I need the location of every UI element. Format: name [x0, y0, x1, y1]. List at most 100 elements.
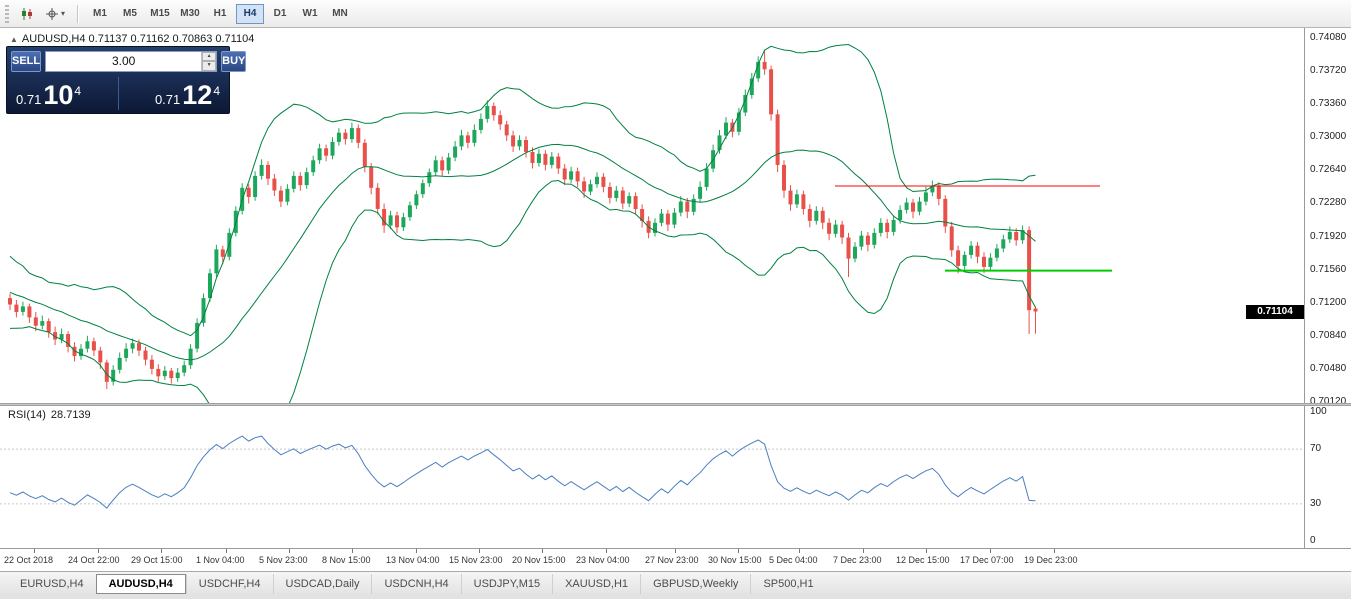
time-axis-tick: [863, 549, 864, 553]
time-axis-label: 27 Nov 23:00: [645, 555, 699, 565]
price-chart-canvas[interactable]: [0, 28, 1304, 403]
buy-price-fraction: 4: [213, 84, 220, 98]
rsi-chart-canvas[interactable]: [0, 406, 1304, 548]
rsi-name: RSI(14): [8, 409, 46, 421]
chart-tab-audusd-h4[interactable]: AUDUSD,H4: [95, 574, 186, 594]
chart-title-text: AUDUSD,H4 0.71137 0.71162 0.70863 0.7110…: [21, 33, 255, 45]
time-axis-tick: [738, 549, 739, 553]
sell-price-fraction: 4: [74, 84, 82, 98]
toolbar-separator: [77, 4, 78, 23]
time-axis-label: 23 Nov 04:00: [576, 555, 630, 565]
price-axis-label: 0.73360: [1310, 98, 1347, 109]
time-axis-label: 22 Oct 2018: [4, 555, 54, 565]
timeframe-button-w1[interactable]: W1: [296, 4, 324, 24]
time-axis-tick: [352, 549, 353, 553]
time-axis-tick: [1054, 549, 1055, 553]
chart-tab-gbpusd-weekly[interactable]: GBPUSD,Weekly: [640, 574, 750, 594]
chart-tab-usdcad-daily[interactable]: USDCAD,Daily: [272, 574, 372, 594]
timeframe-button-m15[interactable]: M15: [146, 4, 174, 24]
time-axis-tick: [98, 549, 99, 553]
rsi-axis-label: 0: [1310, 535, 1316, 546]
buy-price[interactable]: 0.71 12 4: [155, 75, 220, 112]
time-axis-tick: [479, 549, 480, 553]
time-axis-tick: [289, 549, 290, 553]
timeframe-button-m30[interactable]: M30: [176, 4, 204, 24]
time-axis-tick: [226, 549, 227, 553]
sell-price[interactable]: 0.71 10 4: [16, 75, 81, 112]
price-axis-label: 0.70120: [1310, 396, 1347, 403]
time-axis-label: 5 Dec 04:00: [769, 555, 818, 565]
time-axis-tick: [416, 549, 417, 553]
price-axis[interactable]: 0.74080 0.73720 0.73360 0.73000 0.72640 0.722…: [1304, 28, 1351, 403]
time-axis-label: 12 Dec 15:00: [896, 555, 950, 565]
time-axis-label: 15 Nov 23:00: [449, 555, 503, 565]
status-strip: [0, 596, 1351, 599]
timeframe-button-group: M1 M5 M15 M30 H1 H4 D1 W1 MN: [85, 3, 355, 24]
time-axis-label: 13 Nov 04:00: [386, 555, 440, 565]
time-axis-label: 7 Dec 23:00: [833, 555, 882, 565]
time-axis-tick: [34, 549, 35, 553]
pane-divider[interactable]: [0, 403, 1351, 406]
timeframe-button-m5[interactable]: M5: [116, 4, 144, 24]
chart-title: ▲ AUDUSD,H4 0.71137 0.71162 0.70863 0.711…: [10, 33, 254, 45]
time-axis-tick: [606, 549, 607, 553]
rsi-axis-label: 70: [1310, 443, 1322, 454]
price-axis-label: 0.70480: [1310, 363, 1347, 374]
timeframe-button-mn[interactable]: MN: [326, 4, 354, 24]
time-axis-tick: [161, 549, 162, 553]
rsi-indicator-label: RSI(14) 28.7139: [8, 409, 91, 421]
sell-price-pips: 10: [43, 80, 74, 110]
chart-tabs-bar: EURUSD,H4 AUDUSD,H4 USDCHF,H4 USDCAD,Daily U…: [0, 571, 1351, 596]
rsi-value: 28.7139: [50, 409, 91, 421]
time-axis-tick: [799, 549, 800, 553]
chart-tab-usdchf-h4[interactable]: USDCHF,H4: [185, 574, 273, 594]
chart-tab-usdjpy-m15[interactable]: USDJPY,M15: [460, 574, 552, 594]
time-axis-tick: [542, 549, 543, 553]
time-axis-label: 17 Dec 07:00: [960, 555, 1014, 565]
toolbar-grip[interactable]: [5, 4, 9, 23]
time-axis[interactable]: 22 Oct 2018 24 Oct 22:00 29 Oct 15:00 1 Nov…: [0, 548, 1351, 571]
time-axis-label: 20 Nov 15:00: [512, 555, 566, 565]
time-axis-label: 5 Nov 23:00: [259, 555, 308, 565]
price-axis-label: 0.73720: [1310, 65, 1347, 76]
timeframe-button-h1[interactable]: H1: [206, 4, 234, 24]
chart-tab-eurusd-h4[interactable]: EURUSD,H4: [20, 578, 84, 590]
rsi-pane[interactable]: RSI(14) 28.7139 100 70 30 0: [0, 406, 1351, 548]
price-axis-label: 0.73000: [1310, 131, 1347, 142]
time-axis-label: 24 Oct 22:00: [68, 555, 120, 565]
price-axis-label: 0.71920: [1310, 231, 1347, 242]
chart-type-button[interactable]: [14, 3, 40, 25]
time-axis-tick: [675, 549, 676, 553]
rsi-axis-label: 100: [1310, 406, 1327, 417]
volume-stepper: ▲ ▼: [45, 50, 218, 72]
current-price-badge: 0.71104: [1246, 305, 1304, 319]
chevron-down-icon: ▾: [60, 9, 65, 18]
volume-input[interactable]: [46, 51, 202, 71]
timeframe-button-h4[interactable]: H4: [236, 3, 264, 24]
sell-button[interactable]: SELL: [11, 50, 42, 72]
price-chart-pane[interactable]: ▲ AUDUSD,H4 0.71137 0.71162 0.70863 0.711…: [0, 28, 1351, 403]
chart-tab-usdcnh-h4[interactable]: USDCNH,H4: [371, 574, 460, 594]
spinner-down-icon[interactable]: ▼: [202, 61, 217, 71]
time-axis-label: 19 Dec 23:00: [1024, 555, 1078, 565]
chart-pane-icon: ▲: [10, 35, 18, 44]
chart-tab-xauusd-h1[interactable]: XAUUSD,H1: [552, 574, 640, 594]
price-axis-label: 0.70840: [1310, 330, 1347, 341]
spinner-up-icon[interactable]: ▲: [202, 51, 217, 61]
timeframe-button-d1[interactable]: D1: [266, 4, 294, 24]
price-axis-label: 0.74080: [1310, 32, 1347, 43]
time-axis-label: 30 Nov 15:00: [708, 555, 762, 565]
rsi-axis[interactable]: 100 70 30 0: [1304, 406, 1351, 548]
timeframe-button-m1[interactable]: M1: [86, 4, 114, 24]
price-axis-label: 0.71200: [1310, 297, 1347, 308]
time-axis-label: 1 Nov 04:00: [196, 555, 245, 565]
time-axis-label: 29 Oct 15:00: [131, 555, 183, 565]
trade-panel-divider: [117, 77, 119, 110]
crosshair-tool-button[interactable]: ▾: [42, 3, 68, 25]
price-axis-label: 0.72640: [1310, 164, 1347, 175]
toolbar: ▾ M1 M5 M15 M30 H1 H4 D1 W1 MN: [0, 0, 1351, 28]
chart-tab-sp500-h1[interactable]: SP500,H1: [750, 574, 825, 594]
candlestick-chart-icon: [22, 7, 32, 20]
buy-button[interactable]: BUY: [221, 50, 247, 72]
